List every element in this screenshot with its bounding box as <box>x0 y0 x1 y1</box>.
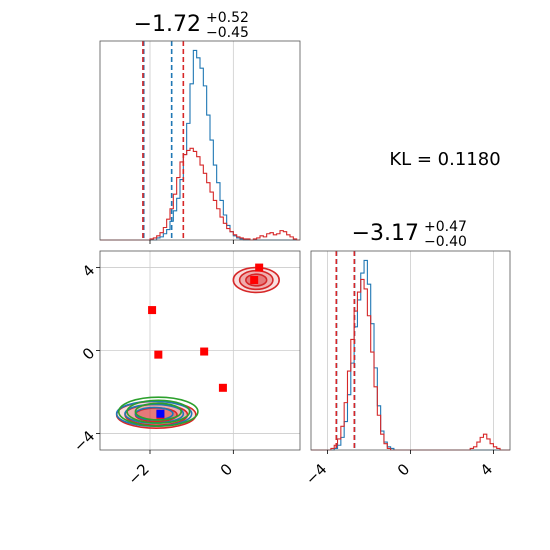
contour-2-level-0 <box>117 396 199 427</box>
x-tick-label: −4 <box>302 460 330 488</box>
x-tick-label: 0 <box>217 460 236 479</box>
kl-label: KL = 0.1180 <box>389 149 500 170</box>
title-value: −3.17 <box>352 221 419 246</box>
x-tick-label: 4 <box>477 460 496 479</box>
y-tick-label: −4 <box>70 427 98 455</box>
y-tick-label: 4 <box>79 261 98 280</box>
marginal-histogram-param-2: −4 0 4 <box>302 250 511 488</box>
title-lower-error: −0.40 <box>424 234 467 250</box>
red-marker-5 <box>218 383 227 392</box>
y-tick-label: 0 <box>79 344 98 363</box>
blue-marker-0 <box>156 409 165 418</box>
contour-2-level-1 <box>126 399 191 424</box>
x-tick-label: −2 <box>124 460 152 488</box>
contour-2-level-2 <box>134 402 183 421</box>
title-upper-error: +0.47 <box>424 219 467 235</box>
title-param-1: −1.72 +0.52 −0.45 <box>134 10 249 41</box>
red-marker-3 <box>154 350 163 359</box>
title-value: −1.72 <box>134 12 201 37</box>
marginal-histogram-param-1 <box>99 40 301 244</box>
joint-scatter-panel: −2 0 −4 0 4 <box>70 250 301 488</box>
title-param-2: −3.17 +0.47 −0.40 <box>352 219 467 250</box>
red-marker-0 <box>255 263 264 272</box>
red-marker-4 <box>200 347 209 356</box>
title-lower-error: −0.45 <box>206 25 249 41</box>
red-marker-2 <box>148 306 157 315</box>
red-marker-1 <box>250 276 259 285</box>
histogram-series-1 <box>100 147 300 241</box>
title-upper-error: +0.52 <box>206 10 249 26</box>
histogram-series-0 <box>100 49 300 241</box>
x-tick-label: 0 <box>394 460 413 479</box>
panel-frame <box>99 40 301 241</box>
